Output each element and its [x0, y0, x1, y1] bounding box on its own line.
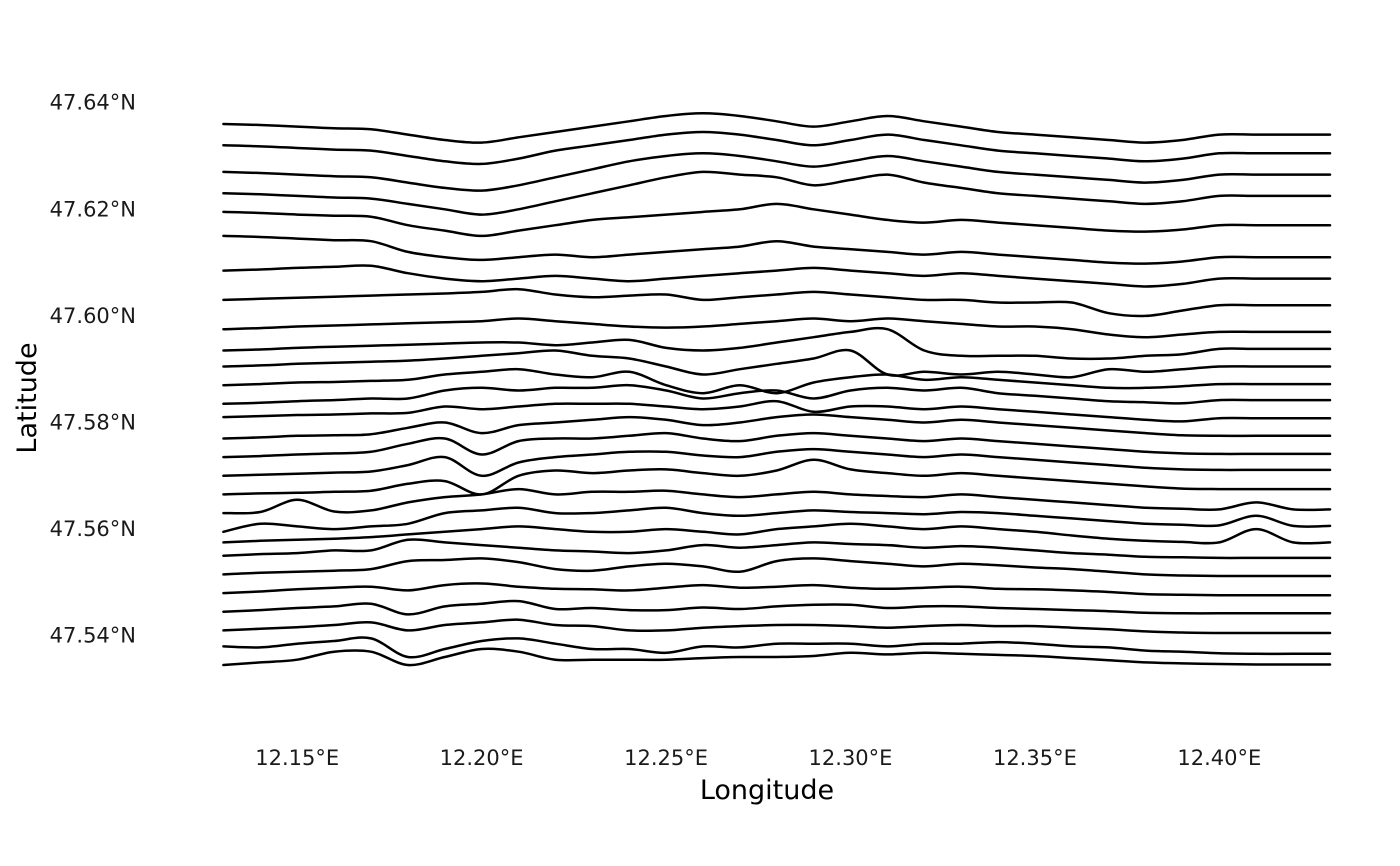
- x-axis-title: Longitude: [700, 775, 834, 806]
- ridge-line-1: [222, 647, 1332, 667]
- y-tick-label: 47.56°N: [50, 517, 136, 541]
- ridge-line-20: [222, 317, 1332, 339]
- ridge-line-15: [222, 399, 1332, 423]
- ridge-line-27: [222, 130, 1332, 166]
- y-axis-title: Latitude: [12, 342, 43, 453]
- y-axis-tick-labels: 47.54°N 47.56°N 47.58°N 47.60°N 47.62°N 47.64…: [50, 91, 136, 648]
- ridge-line-13: [222, 431, 1332, 459]
- ridge-line-26: [222, 152, 1332, 192]
- ridge-line-21: [222, 287, 1332, 318]
- x-tick-label: 12.20°E: [440, 746, 524, 770]
- ridge-line-8: [222, 522, 1332, 545]
- ridge-line-28: [222, 112, 1332, 144]
- x-axis-tick-labels: 12.15°E 12.20°E 12.25°E 12.30°E 12.35°E 12.40…: [255, 746, 1261, 770]
- ridge-line-23: [222, 234, 1332, 265]
- y-tick-label: 47.62°N: [50, 197, 136, 221]
- x-tick-label: 12.30°E: [809, 746, 893, 770]
- ridge-line-22: [222, 264, 1332, 288]
- y-tick-label: 47.60°N: [50, 304, 136, 328]
- ridge-line-7: [222, 538, 1332, 560]
- ridge-line-19: [222, 326, 1332, 361]
- ridge-line-6: [222, 557, 1332, 578]
- ridge-line-12: [222, 447, 1332, 478]
- ridge-line-24: [222, 202, 1332, 238]
- y-tick-label: 47.54°N: [50, 624, 136, 648]
- ridge-line-14: [222, 413, 1332, 440]
- ridge-lines: [222, 112, 1332, 667]
- y-tick-label: 47.58°N: [50, 411, 136, 435]
- ridge-line-9: [222, 506, 1332, 534]
- x-tick-label: 12.35°E: [993, 746, 1077, 770]
- ridge-line-16: [222, 383, 1332, 406]
- x-tick-label: 12.40°E: [1177, 746, 1261, 770]
- ridge-line-25: [222, 170, 1332, 216]
- x-tick-label: 12.15°E: [255, 746, 339, 770]
- ridge-line-5: [222, 582, 1332, 597]
- ridge-line-2: [222, 636, 1332, 659]
- ridge-line-11: [222, 458, 1332, 496]
- ridge-line-4: [222, 599, 1332, 616]
- x-tick-label: 12.25°E: [624, 746, 708, 770]
- ridge-line-3: [222, 618, 1332, 635]
- y-tick-label: 47.64°N: [50, 91, 136, 115]
- ridge-line-18: [222, 348, 1332, 379]
- ridge-line-10: [222, 487, 1332, 515]
- ridge-line-17: [222, 367, 1332, 395]
